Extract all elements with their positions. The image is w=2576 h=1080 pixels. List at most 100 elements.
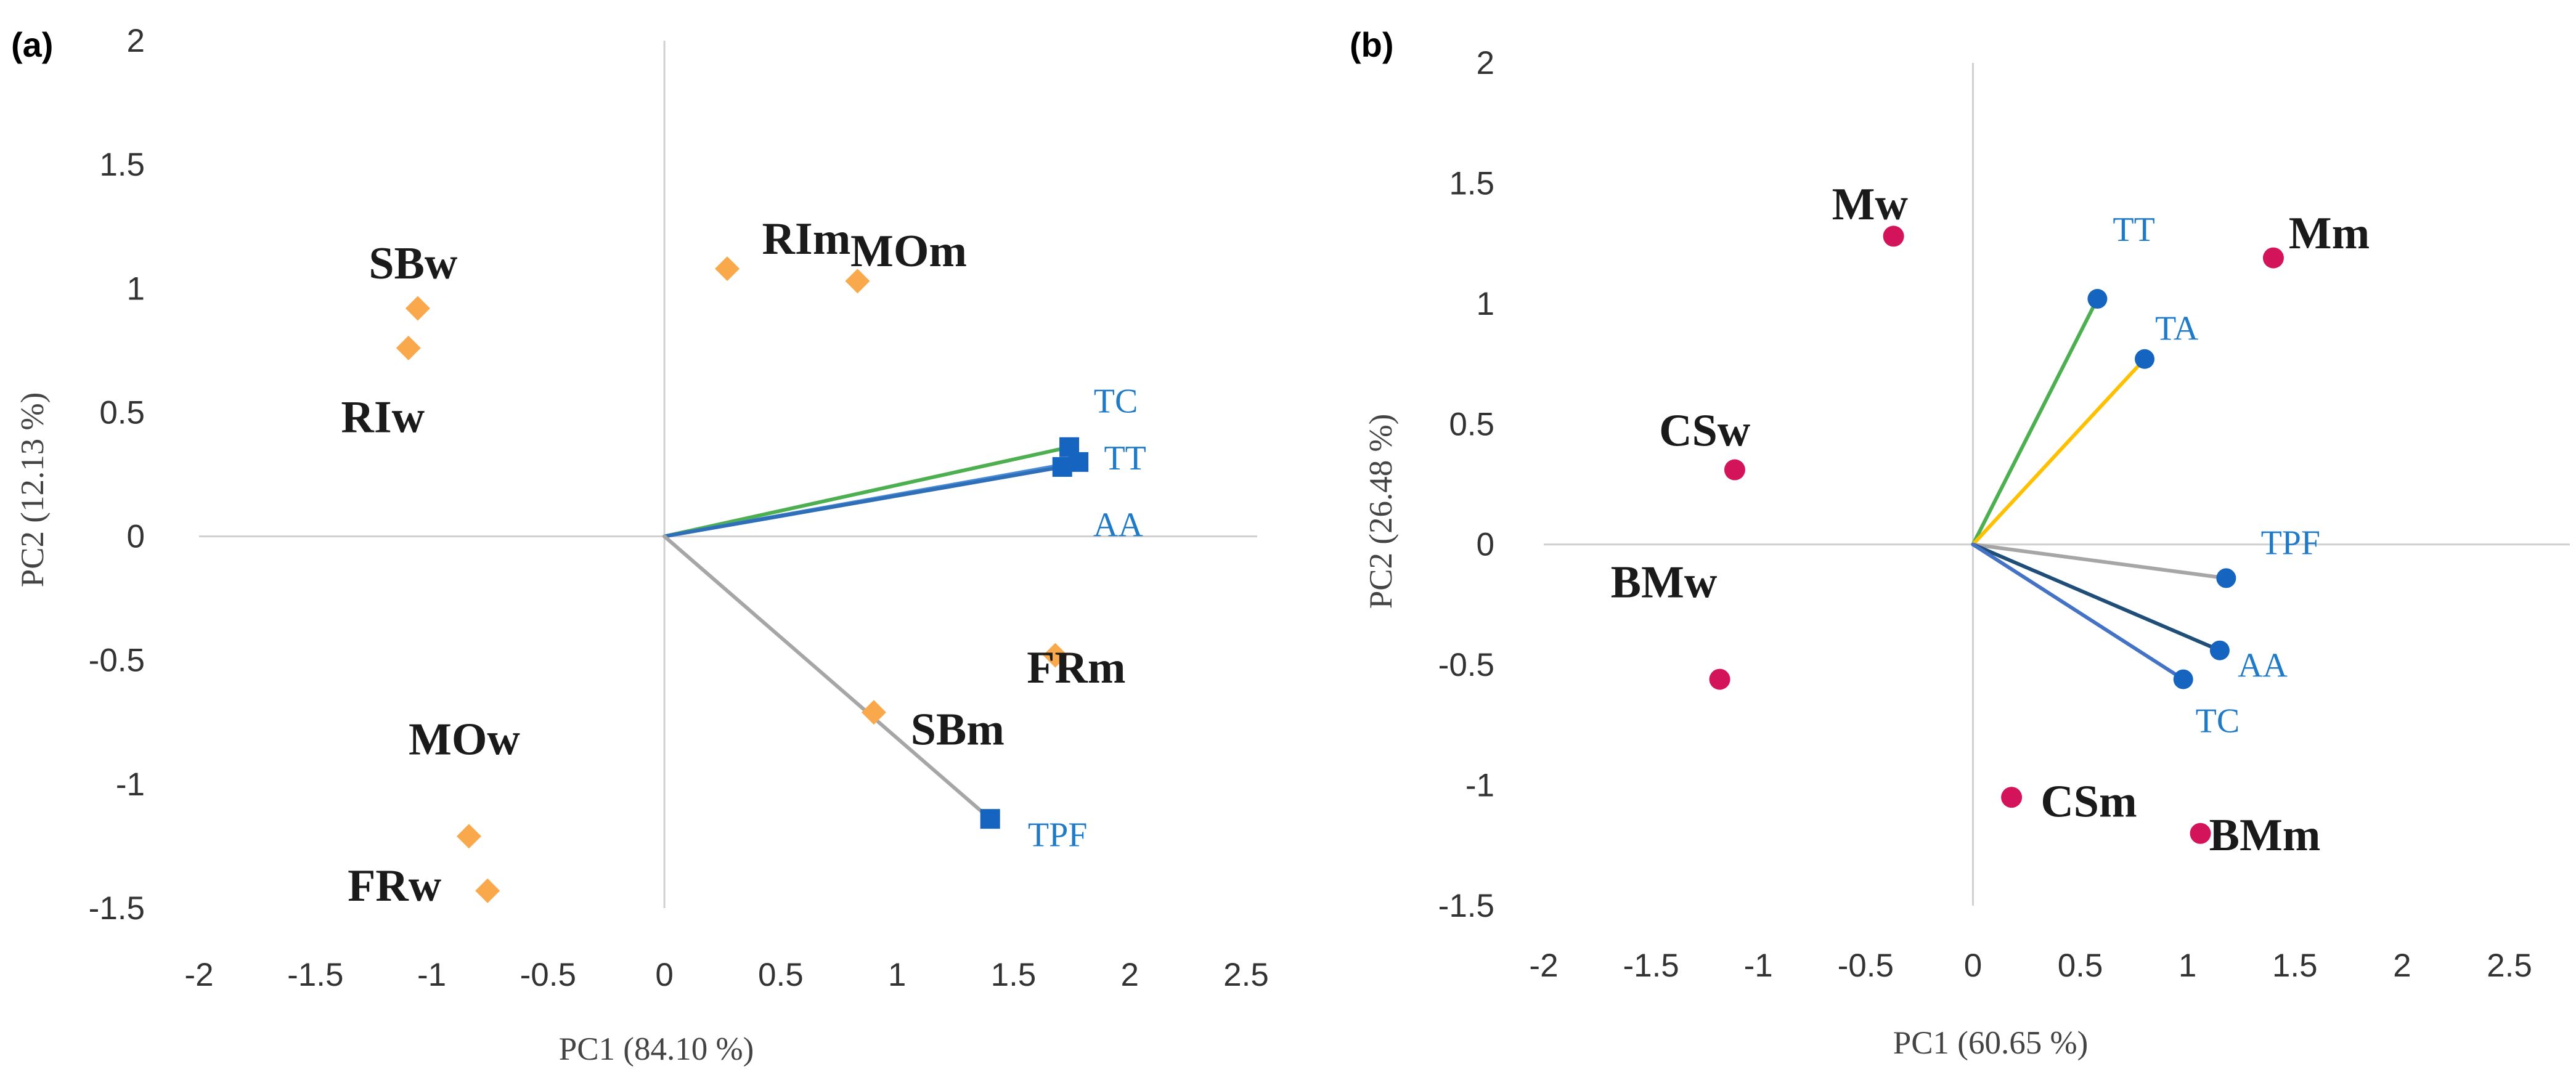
panel-b-y-tick-label: -1 bbox=[1465, 768, 1494, 804]
panel-b-y-tick-label: 0.5 bbox=[1449, 406, 1494, 442]
panel-b-vector-aa bbox=[1971, 542, 2222, 652]
panel-b-point-bmm bbox=[2190, 822, 2211, 844]
panel-b-variable-marker-tc bbox=[2173, 669, 2193, 689]
panel-a-point-frw bbox=[475, 878, 500, 903]
panel-b-x-tick-label: 1 bbox=[2179, 948, 2196, 984]
panel-b: (b) -2 -1.5 -1 -0.5 0 0.5 1 1.5 2 2.5 -1.5 -1 -0.5 0 0… bbox=[1350, 25, 2570, 1061]
panel-b-x-tick-label: -0.5 bbox=[1838, 948, 1894, 984]
panel-b-point-label-bmw: BMw bbox=[1611, 558, 1718, 608]
panel-b-variable-marker-ta bbox=[2135, 349, 2155, 369]
panel-b-y-tick-label: -0.5 bbox=[1438, 647, 1494, 683]
panel-a-x-tick-label: 1 bbox=[888, 957, 906, 993]
panel-a-point-riw bbox=[396, 335, 421, 360]
panel-b-point-label-bmm: BMm bbox=[2209, 810, 2321, 861]
panel-a-point-rim bbox=[715, 256, 740, 282]
panel-a-vector-aa bbox=[662, 465, 1064, 538]
panel-a-variables: TC TT AA TPF bbox=[980, 382, 1146, 854]
panel-a-point-label-frw: FRw bbox=[348, 861, 442, 911]
panel-a-x-tick-label: -2 bbox=[184, 957, 213, 993]
panel-a-point-label-mow: MOw bbox=[409, 715, 520, 765]
panel-b-point-label-csw: CSw bbox=[1659, 405, 1751, 456]
panel-b-y-tick-label: 1.5 bbox=[1449, 165, 1494, 201]
panel-a-y-axis-title: PC2 (12.13 %) bbox=[15, 392, 51, 588]
panel-a-y-tick-label: 2 bbox=[127, 23, 145, 59]
panel-a-y-tick-label: 0.5 bbox=[99, 394, 145, 431]
panel-b-x-tick-label: -2 bbox=[1529, 948, 1558, 984]
panel-b-point-label-csm: CSm bbox=[2040, 776, 2137, 827]
panel-a-x-tick-label: 2.5 bbox=[1223, 957, 1269, 993]
panel-a-point-label-mom: MOm bbox=[850, 226, 967, 277]
panel-b-point-csw bbox=[1724, 459, 1745, 481]
panel-a-variable-label-tpf: TPF bbox=[1028, 816, 1088, 854]
panel-a-point-label-riw: RIw bbox=[341, 392, 425, 443]
panel-a-x-tick-label: 2 bbox=[1120, 957, 1138, 993]
panel-a-point-label-sbw: SBw bbox=[369, 238, 458, 289]
panel-a-label: (a) bbox=[11, 25, 53, 64]
panel-a-point-mom bbox=[845, 269, 870, 294]
panel-b-vector-tpf bbox=[1971, 542, 2228, 580]
panel-b-x-tick-label: 0 bbox=[1964, 948, 1982, 984]
panel-a-x-tick-label: -1 bbox=[417, 957, 446, 993]
panel-b-variable-label-tpf: TPF bbox=[2261, 524, 2321, 562]
panel-a-observations: SBw RIw RIm MOm FRm SBm MOw FRw bbox=[341, 214, 1125, 911]
panel-a-variable-label-tt: TT bbox=[1104, 439, 1146, 477]
panel-a-vector-tpf bbox=[662, 534, 992, 821]
panel-b-y-tick-label: 2 bbox=[1477, 45, 1494, 81]
panel-b-point-label-mw: Mw bbox=[1832, 179, 1909, 230]
panel-a-point-sbm bbox=[861, 700, 886, 725]
panel-b-axes bbox=[1544, 63, 2570, 906]
panel-b-x-axis-title: PC1 (60.65 %) bbox=[1893, 1025, 2089, 1061]
panel-b-variable-label-aa: AA bbox=[2238, 647, 2288, 685]
panel-b-ticks: -2 -1.5 -1 -0.5 0 0.5 1 1.5 2 2.5 -1.5 -1 -0.5 0 0.5 1 1… bbox=[1438, 45, 2532, 984]
panel-b-variables: TT TA TPF AA TC bbox=[2087, 211, 2321, 741]
panel-b-vector-ta bbox=[1971, 357, 2147, 546]
panel-b-vector-tt bbox=[1971, 297, 2100, 546]
panel-b-x-tick-label: 1.5 bbox=[2272, 948, 2318, 984]
panel-a-x-tick-label: 0 bbox=[655, 957, 673, 993]
panel-a-x-tick-label: -1.5 bbox=[287, 957, 343, 993]
panel-a-vector-tc bbox=[662, 445, 1072, 538]
panel-a-x-tick-label: -0.5 bbox=[520, 957, 576, 993]
panel-b-point-mm bbox=[2262, 247, 2284, 269]
panel-b-observations: Mw Mm CSw BMw CSm BMm bbox=[1611, 179, 2370, 861]
panel-b-label: (b) bbox=[1350, 25, 1394, 64]
panel-b-variable-label-tc: TC bbox=[2196, 702, 2240, 741]
panel-b-y-axis-title: PC2 (26.48 %) bbox=[1363, 414, 1399, 609]
panel-a-y-tick-label: -1.5 bbox=[89, 890, 145, 927]
panel-b-variable-label-ta: TA bbox=[2155, 309, 2199, 347]
panel-b-loading-vectors bbox=[1971, 297, 2228, 681]
panel-b-x-tick-label: 2.5 bbox=[2487, 948, 2532, 984]
panel-a-y-tick-label: -0.5 bbox=[89, 643, 145, 679]
panel-a-y-tick-label: -1 bbox=[116, 766, 145, 803]
panel-a-x-tick-label: 1.5 bbox=[991, 957, 1037, 993]
panel-a-point-mow bbox=[456, 824, 481, 849]
panel-a-point-label-frm: FRm bbox=[1027, 643, 1125, 693]
panel-a-y-tick-label: 0 bbox=[127, 519, 145, 555]
panel-b-variable-marker-tt bbox=[2087, 289, 2108, 309]
panel-a-axes bbox=[199, 41, 1257, 908]
panel-a-variable-marker-tpf bbox=[980, 809, 1000, 829]
panel-a: (a) -2 -1.5 -1 -0.5 0 0.5 1 1.5 2 2.5 -1.5 -1 -0.5 0 0… bbox=[11, 23, 1269, 1067]
panel-b-y-tick-label: 0 bbox=[1477, 527, 1494, 563]
panel-a-point-label-rim: RIm bbox=[762, 214, 850, 264]
panel-a-x-axis-title: PC1 (84.10 %) bbox=[559, 1031, 754, 1067]
panel-b-x-tick-label: -1.5 bbox=[1623, 948, 1679, 984]
panel-b-x-tick-label: 2 bbox=[2393, 948, 2411, 984]
panel-a-y-tick-label: 1.5 bbox=[99, 147, 145, 183]
panel-a-variable-label-aa: AA bbox=[1093, 506, 1143, 545]
panel-a-variable-marker-aa bbox=[1052, 457, 1072, 477]
panel-b-y-tick-label: -1.5 bbox=[1438, 888, 1494, 924]
panel-a-y-tick-label: 1 bbox=[127, 270, 145, 307]
panel-b-x-tick-label: 0.5 bbox=[2058, 948, 2103, 984]
panel-a-loading-vectors bbox=[662, 445, 1081, 821]
panel-b-x-tick-label: -1 bbox=[1744, 948, 1773, 984]
panel-b-variable-marker-tpf bbox=[2216, 568, 2236, 588]
panel-b-variable-label-tt: TT bbox=[2113, 211, 2154, 249]
panel-b-point-csm bbox=[2001, 787, 2023, 808]
panel-b-point-mw bbox=[1883, 225, 1904, 247]
panel-a-x-tick-label: 0.5 bbox=[758, 957, 804, 993]
panel-a-variable-label-tc: TC bbox=[1094, 382, 1138, 420]
panel-b-point-bmw bbox=[1709, 668, 1730, 690]
panel-a-point-label-sbm: SBm bbox=[911, 704, 1005, 755]
